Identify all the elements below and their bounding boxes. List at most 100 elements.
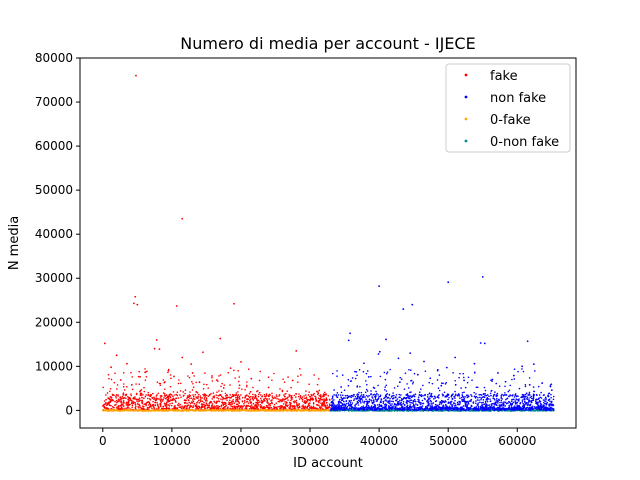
fake-point (223, 401, 226, 404)
non-fake-point (532, 386, 535, 388)
non-fake-point (485, 403, 488, 406)
non-fake-point (411, 396, 413, 399)
non-fake-point (476, 386, 479, 389)
non-fake-point (339, 407, 341, 409)
fake-point (282, 398, 284, 400)
fake-point (136, 303, 139, 306)
non-fake-point (333, 394, 335, 396)
non-fake-point (471, 379, 473, 381)
fake-point (301, 396, 304, 398)
non-fake-point (425, 408, 427, 410)
non-fake-point (473, 395, 476, 398)
fake-point (199, 395, 202, 397)
fake-point (115, 403, 117, 406)
non-fake-point (535, 393, 538, 396)
non-fake-point (531, 406, 534, 409)
non-fake-point (358, 391, 360, 394)
fake-point (201, 404, 204, 406)
non-fake-point (431, 402, 433, 405)
fake-point (273, 403, 276, 406)
fake-point (259, 370, 262, 373)
fake-point (230, 396, 232, 399)
fake-point (290, 399, 292, 402)
fake-point (135, 383, 137, 385)
non-fake-point (438, 394, 440, 396)
non-fake-point (449, 402, 452, 405)
fake-point (204, 404, 207, 407)
fake-point (272, 397, 275, 400)
fake-point (309, 402, 311, 404)
non-fake-point (427, 401, 429, 404)
non-fake-point (502, 407, 505, 409)
fake-point (313, 374, 315, 376)
fake-point (174, 405, 176, 407)
non-fake-point (457, 403, 460, 405)
non-fake-point (470, 404, 473, 407)
non-fake-point (511, 403, 514, 406)
non-fake-point (519, 402, 521, 405)
non-fake-point (418, 407, 421, 409)
fake-point (165, 405, 168, 408)
fake-point (160, 401, 163, 403)
fake-point (105, 404, 108, 407)
fake-point (314, 395, 316, 398)
fake-point (301, 398, 304, 401)
fake-point (224, 405, 227, 408)
non-fake-point (467, 407, 470, 410)
non-fake-point (463, 398, 466, 400)
non-fake-point (343, 408, 346, 410)
non-fake-point (495, 397, 498, 400)
non-fake-point (411, 382, 414, 385)
fake-point (186, 402, 188, 405)
non-fake-point (428, 408, 431, 411)
fake-point (126, 406, 129, 409)
non-fake-point (385, 407, 388, 409)
non-fake-point (486, 400, 489, 403)
non-fake-point (354, 408, 357, 411)
non-fake-point (529, 394, 531, 396)
non-fake-point (540, 407, 543, 409)
non-fake-point (479, 408, 482, 410)
non-fake-point (383, 388, 386, 391)
non-fake-point (495, 382, 498, 385)
fake-point (139, 389, 142, 392)
fake-point (297, 375, 299, 378)
non-fake-point (521, 365, 524, 368)
non-fake-point (512, 409, 515, 411)
non-fake-point (451, 407, 454, 410)
non-fake-point (348, 404, 350, 407)
non-fake-point (431, 395, 433, 398)
fake-point (270, 406, 273, 409)
non-fake-point (406, 399, 408, 402)
non-fake-point (360, 391, 363, 394)
fake-point (197, 393, 200, 396)
fake-point (211, 377, 213, 379)
fake-point (244, 397, 246, 399)
fake-point (147, 404, 150, 406)
fake-point (176, 391, 179, 393)
non-fake-point (406, 383, 408, 385)
fake-point (168, 405, 171, 407)
non-fake-point (436, 396, 439, 398)
non-fake-point (349, 332, 352, 335)
fake-point (105, 402, 107, 404)
non-fake-point (410, 395, 412, 397)
fake-point (181, 356, 184, 359)
non-fake-point (480, 394, 483, 396)
fake-point (317, 392, 320, 395)
non-fake-point (550, 389, 553, 392)
fake-point (235, 396, 237, 399)
non-fake-point (377, 394, 380, 396)
fake-point (162, 392, 165, 394)
non-fake-point (508, 389, 511, 392)
fake-point (298, 405, 301, 408)
fake-point (237, 396, 239, 399)
fake-point (130, 394, 133, 397)
non-fake-point (530, 397, 533, 400)
fake-point (307, 398, 310, 401)
non-fake-point (341, 403, 344, 405)
fake-point (134, 295, 137, 298)
fake-point (290, 386, 292, 389)
non-fake-point (513, 368, 516, 370)
